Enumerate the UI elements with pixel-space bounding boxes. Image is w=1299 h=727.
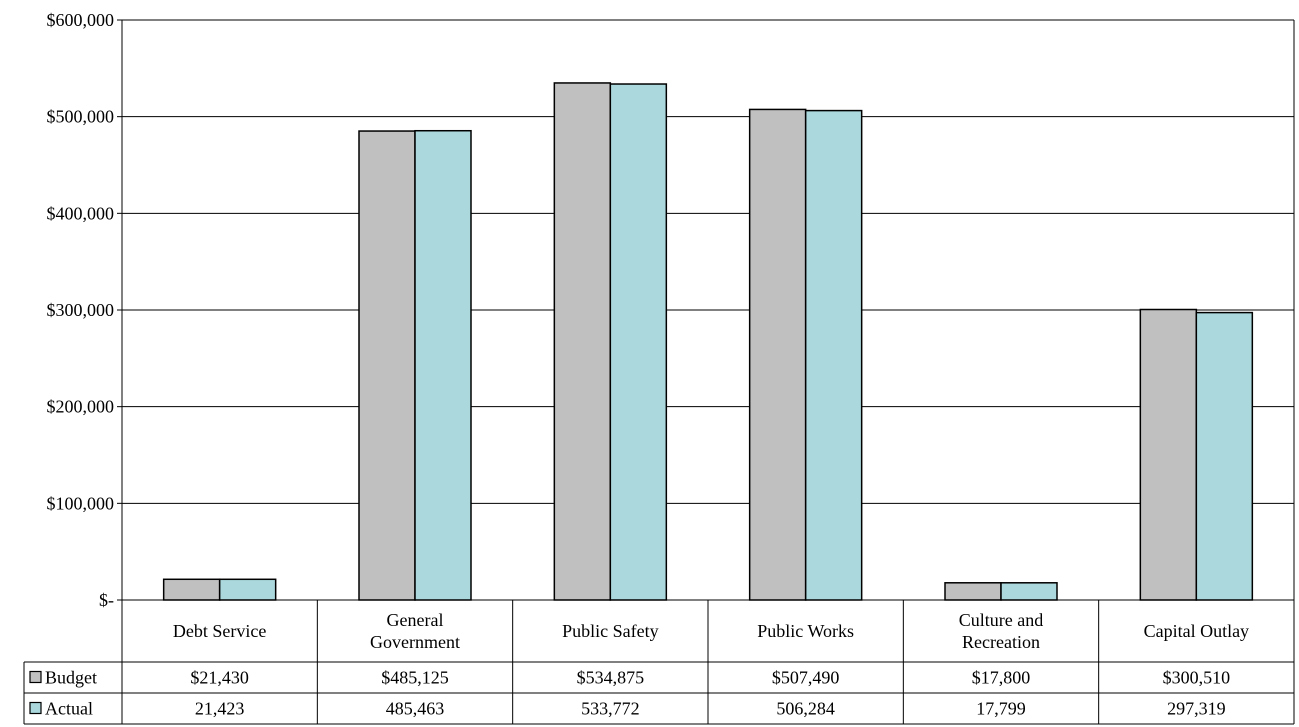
y-tick-label: $- — [99, 590, 114, 610]
bar-budget — [553, 82, 612, 601]
bar-actual — [1195, 311, 1254, 601]
data-label-budget: $21,430 — [190, 668, 249, 688]
plot-frame — [121, 20, 1295, 600]
bar-budget — [162, 578, 221, 601]
category-label: Culture and — [959, 610, 1043, 630]
data-label-actual: 485,463 — [386, 699, 445, 719]
data-label-budget: $534,875 — [577, 668, 645, 688]
bar-actual — [218, 578, 277, 601]
y-tick-label: $100,000 — [47, 493, 115, 513]
data-label-budget: $300,510 — [1163, 668, 1231, 688]
bars — [162, 82, 1254, 601]
data-label-actual: 297,319 — [1167, 699, 1226, 719]
bar-budget — [358, 130, 416, 601]
category-label: Public Works — [757, 621, 854, 641]
data-label-budget: $17,800 — [972, 668, 1031, 688]
bar-actual — [609, 83, 668, 601]
y-tick-label: $200,000 — [47, 397, 115, 417]
data-label-actual: 21,423 — [195, 699, 245, 719]
category-label: Recreation — [962, 632, 1040, 652]
data-label-budget: $485,125 — [381, 668, 449, 688]
legend-label-budget: Budget — [45, 668, 97, 688]
bar-actual — [1000, 582, 1058, 601]
legend-key-budget — [29, 670, 42, 684]
bar-budget — [748, 108, 807, 601]
category-label: Debt Service — [173, 621, 266, 641]
y-axis-tick-labels: $- $100,000 $200,000 $300,000 $400,000 $500,0… — [47, 10, 115, 610]
y-tick-label: $500,000 — [47, 107, 115, 127]
y-tick-label: $600,000 — [47, 10, 115, 30]
data-label-actual: 533,772 — [581, 699, 640, 719]
category-label: Capital Outlay — [1144, 621, 1249, 641]
bar-budget — [1139, 308, 1198, 601]
data-label-actual: 17,799 — [976, 699, 1026, 719]
bar-budget — [944, 582, 1002, 601]
data-label-actual: 506,284 — [776, 699, 835, 719]
category-label: General — [387, 610, 444, 630]
bar-actual — [804, 109, 863, 601]
gridlines — [117, 19, 1294, 601]
y-tick-label: $400,000 — [47, 203, 115, 223]
y-tick-label: $300,000 — [47, 300, 115, 320]
category-label: Public Safety — [562, 621, 659, 641]
legend-label-actual: Actual — [45, 699, 93, 719]
data-label-budget: $507,490 — [772, 668, 840, 688]
legend-key-actual — [29, 701, 42, 715]
category-label: Government — [370, 632, 460, 652]
bar-actual — [414, 129, 472, 601]
